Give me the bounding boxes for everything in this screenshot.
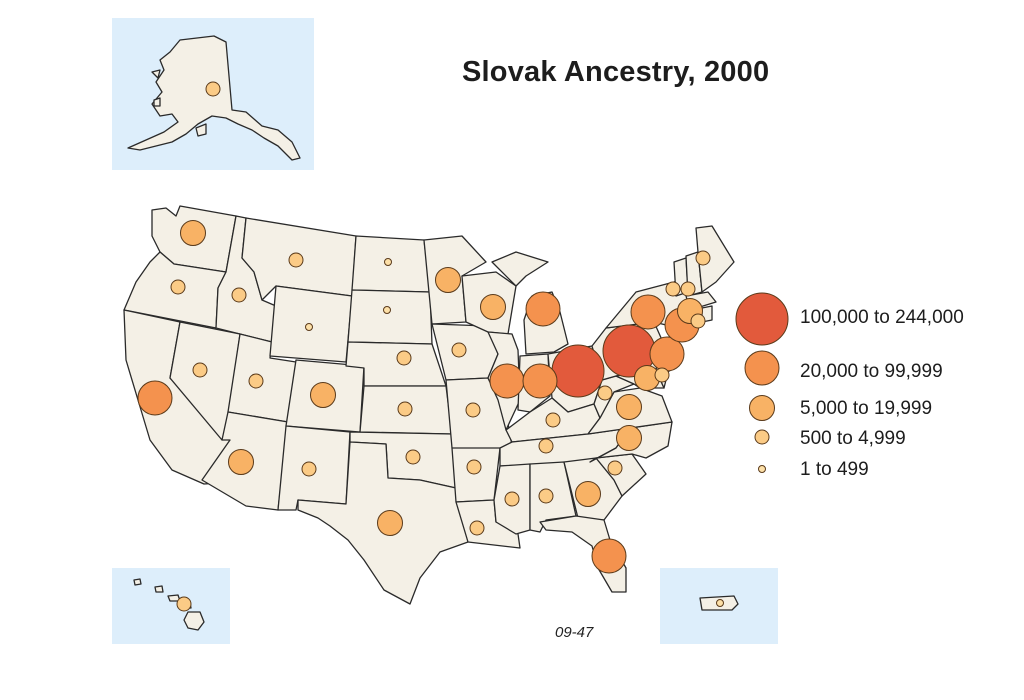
hawaii-island xyxy=(183,611,205,631)
state-arkansas xyxy=(451,447,501,503)
legend-symbol-class-2 xyxy=(754,429,770,445)
bubble-virginia xyxy=(616,394,642,420)
bubble-alabama xyxy=(538,488,554,504)
map-title: Slovak Ancestry, 2000 xyxy=(462,56,770,88)
bubble-michigan xyxy=(525,291,561,327)
bubble-iowa xyxy=(451,342,467,358)
bubble-south-carolina xyxy=(607,460,623,476)
alaska-shape xyxy=(127,35,301,161)
bubble-delaware xyxy=(654,367,670,383)
bubble-north-dakota xyxy=(384,258,392,266)
bubble-south-dakota xyxy=(383,306,391,314)
bubble-west-virginia xyxy=(597,385,613,401)
legend-symbol-class-3 xyxy=(749,395,775,421)
bubble-minnesota xyxy=(435,267,461,293)
bubble-illinois xyxy=(489,363,525,399)
bubble-utah xyxy=(248,373,264,389)
bubble-idaho xyxy=(231,287,247,303)
alaska-island xyxy=(151,69,161,79)
bubble-arkansas xyxy=(466,459,482,475)
bubble-louisiana xyxy=(469,520,485,536)
bubble-wyoming xyxy=(305,323,313,331)
bubble-vermont xyxy=(665,281,681,297)
bubble-texas xyxy=(377,510,403,536)
legend-symbol-class-1 xyxy=(758,465,766,473)
bubble-maine xyxy=(695,250,711,266)
bubble-mississippi xyxy=(504,491,520,507)
hawaii-inset xyxy=(112,568,230,644)
bubble-wisconsin xyxy=(480,294,506,320)
legend-symbol-class-4 xyxy=(744,350,780,386)
legend-label-class-4: 20,000 to 99,999 xyxy=(800,361,943,382)
bubble-oregon xyxy=(170,279,186,295)
bubble-nevada xyxy=(192,362,208,378)
legend-label-class-5: 100,000 to 244,000 xyxy=(800,307,964,328)
bubble-missouri xyxy=(465,402,481,418)
bubble-kansas xyxy=(397,401,413,417)
legend-label-class-3: 5,000 to 19,999 xyxy=(800,398,933,419)
hawaii-island xyxy=(154,585,164,593)
bubble-georgia xyxy=(575,481,601,507)
bubble-hawaii xyxy=(176,596,192,612)
bubble-layer xyxy=(137,81,724,612)
alaska-island xyxy=(195,123,207,137)
alaska-island xyxy=(153,97,161,107)
state-south-dakota xyxy=(347,289,433,345)
bubble-washington xyxy=(180,220,206,246)
bubble-florida xyxy=(591,538,627,574)
bubble-kentucky xyxy=(545,412,561,428)
bubble-montana xyxy=(288,252,304,268)
state-florida xyxy=(539,515,627,593)
bubble-north-carolina xyxy=(616,425,642,451)
bubble-alaska xyxy=(205,81,221,97)
bubble-california xyxy=(137,380,173,416)
bubble-puerto-rico xyxy=(716,599,724,607)
legend-label-class-2: 500 to 4,999 xyxy=(800,428,906,449)
bubble-arizona xyxy=(228,449,254,475)
legend-symbol-class-5 xyxy=(735,292,789,346)
bubble-new-mexico xyxy=(301,461,317,477)
map-code: 09-47 xyxy=(555,624,594,641)
bubble-colorado xyxy=(310,382,336,408)
legend-symbols xyxy=(735,292,789,473)
hawaii-island xyxy=(133,578,142,586)
bubble-new-hampshire xyxy=(680,281,696,297)
bubble-nebraska xyxy=(396,350,412,366)
legend-label-class-1: 1 to 499 xyxy=(800,459,869,480)
bubble-new-york xyxy=(630,294,666,330)
bubble-oklahoma xyxy=(405,449,421,465)
state-michigan xyxy=(491,251,549,287)
bubble-tennessee xyxy=(538,438,554,454)
bubble-rhode-island xyxy=(690,313,706,329)
state-maine xyxy=(695,225,735,293)
bubble-indiana xyxy=(522,363,558,399)
bubble-ohio xyxy=(551,344,605,398)
